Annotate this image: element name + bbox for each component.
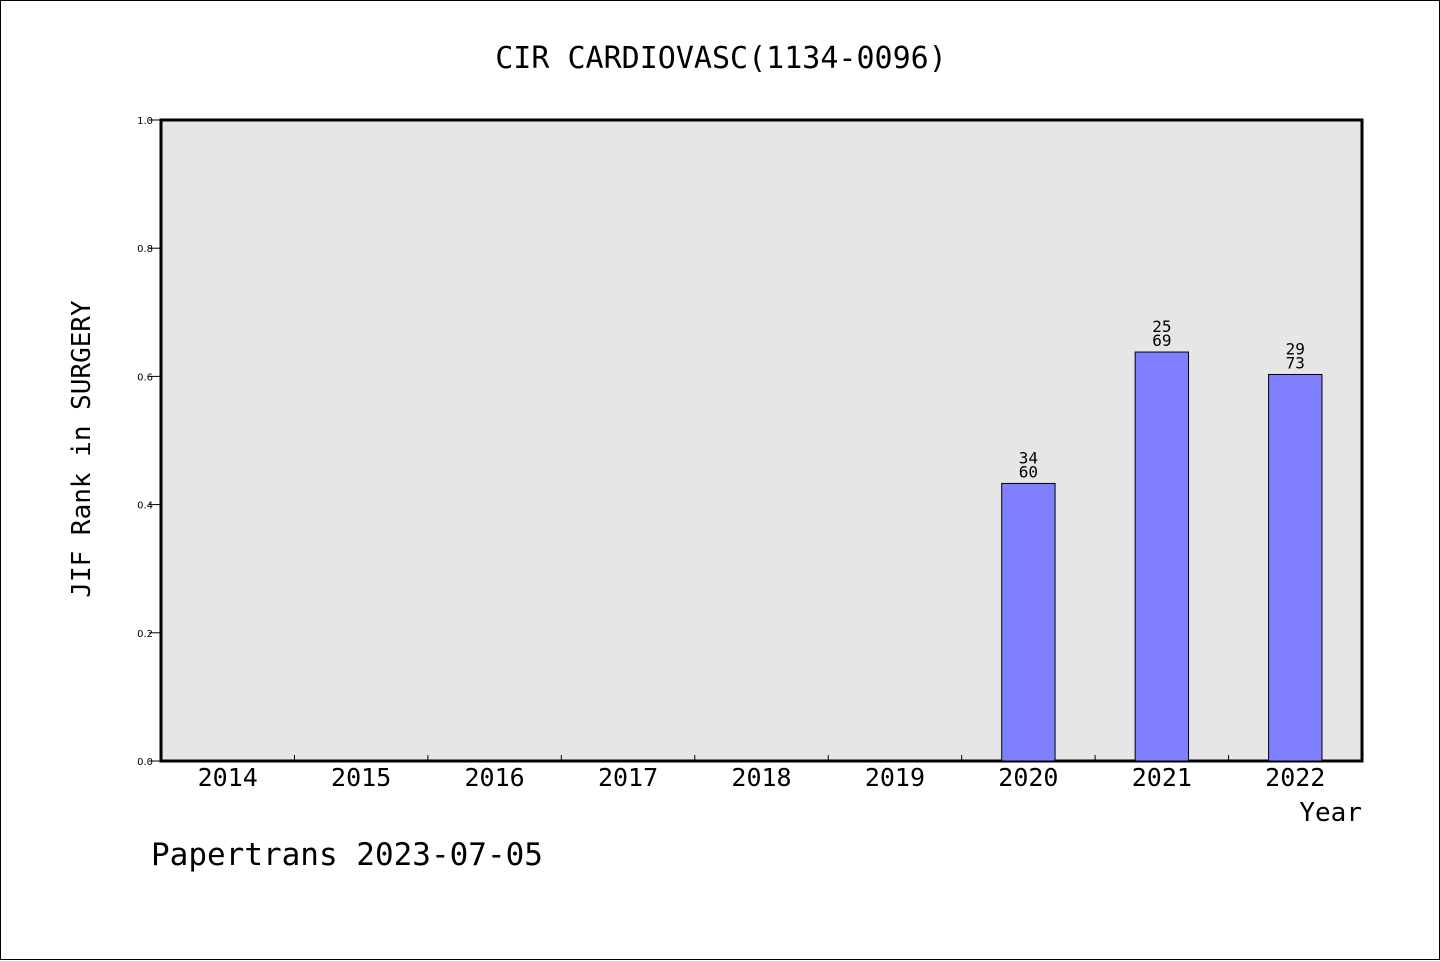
bar [1268, 373, 1323, 762]
x-axis: 2014 2015 2016 2017 2018 2019 2020 2021 2022 [198, 755, 1325, 792]
x-tick-label: 2021 [1132, 763, 1192, 792]
y-tick-label: 0.8 [137, 244, 153, 255]
bar [1134, 351, 1190, 762]
bar-label-top: 34 [1019, 448, 1038, 467]
y-tick-label: 0.0 [137, 757, 153, 768]
watermark-text: Papertrans 2023-07-05 [151, 837, 543, 873]
bars [1001, 351, 1323, 762]
y-tick-label: 1.0 [137, 116, 153, 127]
bar-label-bottom: 69 [1152, 331, 1171, 350]
x-tick-label: 2017 [598, 763, 658, 792]
x-tick-label: 2019 [865, 763, 925, 792]
bar-label-bottom: 73 [1286, 353, 1305, 372]
bar-label-bottom: 60 [1019, 462, 1038, 481]
y-axis: 0.0 0.2 0.4 0.6 0.8 1.0 [137, 116, 161, 768]
y-axis-label: JIF Rank in SURGERY [67, 300, 97, 598]
x-tick-label: 2020 [998, 763, 1058, 792]
bar-label-top: 25 [1152, 317, 1171, 336]
x-tick-label: 2015 [331, 763, 391, 792]
bar-label-top: 29 [1286, 339, 1305, 358]
x-tick-label: 2016 [465, 763, 525, 792]
chart-title: CIR CARDIOVASC(1134-0096) [495, 41, 947, 76]
x-tick-label: 2014 [198, 763, 258, 792]
y-tick-label: 0.6 [137, 372, 153, 383]
y-tick-label: 0.2 [137, 629, 153, 640]
x-tick-label: 2018 [731, 763, 791, 792]
x-tick-label: 2022 [1265, 763, 1325, 792]
x-axis-label: Year [1299, 798, 1362, 828]
bar [1001, 482, 1056, 762]
y-tick-label: 0.4 [137, 501, 153, 512]
